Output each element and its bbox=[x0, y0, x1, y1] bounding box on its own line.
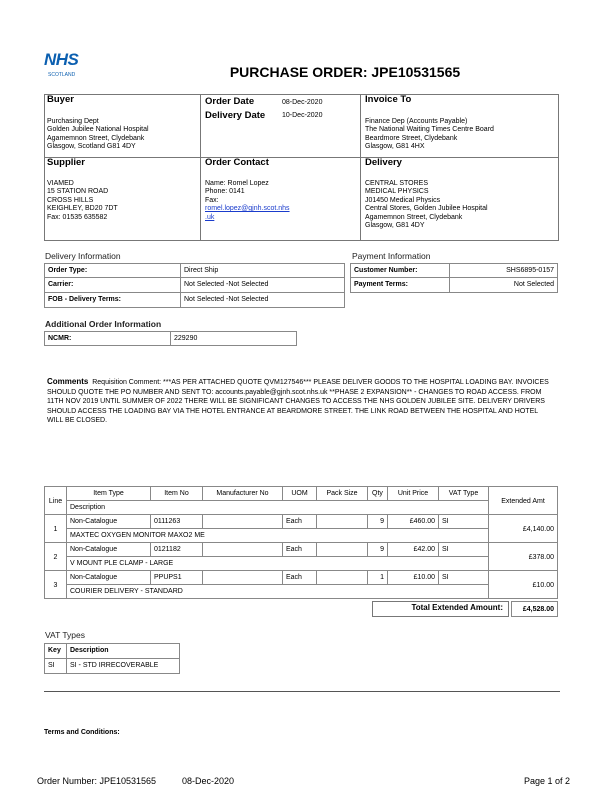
cell-item-type: Non-Catalogue bbox=[66, 514, 151, 529]
customer-number-label: Customer Number: bbox=[350, 263, 450, 278]
payment-terms-label: Payment Terms: bbox=[350, 277, 450, 293]
total-value: £4,528.00 bbox=[511, 601, 558, 617]
cell-vat: SI bbox=[438, 514, 489, 529]
cell-vat: SI bbox=[438, 570, 489, 585]
col-vat-type: VAT Type bbox=[438, 486, 489, 501]
col-unit-price: Unit Price bbox=[387, 486, 439, 501]
invoice-address: Finance Dep (Accounts Payable) The Nation… bbox=[365, 118, 494, 151]
col-extended: Extended Amt bbox=[488, 486, 558, 515]
cell-item-type: Non-Catalogue bbox=[66, 570, 151, 585]
footer-order-number: Order Number: JPE10531565 bbox=[37, 776, 157, 786]
delivery-address: CENTRAL STORES MEDICAL PHYSICS J01450 Medi… bbox=[365, 180, 488, 230]
terms-label: Terms and Conditions: bbox=[44, 729, 120, 736]
payment-terms-value: Not Selected bbox=[449, 277, 558, 293]
cell-line: 1 bbox=[44, 514, 67, 543]
cell-unit-price: £460.00 bbox=[387, 514, 439, 529]
cell-item-no: PPUPS1 bbox=[150, 570, 203, 585]
cell-line: 2 bbox=[44, 542, 67, 571]
cell-item-type: Non-Catalogue bbox=[66, 542, 151, 557]
cell-manufacturer bbox=[202, 514, 283, 529]
nhs-logo: NHS SCOTLAND bbox=[44, 50, 79, 78]
customer-number-value: SHS6895-0157 bbox=[449, 263, 558, 278]
col-qty: Qty bbox=[367, 486, 388, 501]
delivery-date-label: Delivery Date bbox=[205, 110, 266, 121]
payment-info-heading: Payment Information bbox=[352, 251, 431, 261]
cell-extended: £378.00 bbox=[488, 542, 558, 571]
cell-manufacturer bbox=[202, 570, 283, 585]
supplier-address: VIAMED 15 STATION ROAD CROSS HILLS KEIGHLEY… bbox=[47, 180, 118, 221]
buyer-heading: Buyer bbox=[47, 94, 74, 105]
col-pack-size: Pack Size bbox=[316, 486, 368, 501]
cell-qty: 9 bbox=[367, 542, 388, 557]
cell-pack bbox=[316, 570, 368, 585]
cell-qty: 9 bbox=[367, 514, 388, 529]
col-line: Line bbox=[44, 486, 67, 515]
cell-line: 3 bbox=[44, 570, 67, 599]
cell-pack bbox=[316, 542, 368, 557]
vat-types-heading: VAT Types bbox=[45, 630, 86, 640]
order-contact-details: Name: Romel Lopez Phone: 0141 Fax: romel.l… bbox=[205, 180, 290, 221]
col-manufacturer: Manufacturer No bbox=[202, 486, 283, 501]
order-date-value: 08-Dec-2020 bbox=[282, 99, 323, 106]
page-title: PURCHASE ORDER: JPE10531565 bbox=[229, 64, 461, 80]
cell-description: V MOUNT PLE CLAMP - LARGE bbox=[66, 556, 489, 571]
buyer-address: Purchasing Dept Golden Jubilee National H… bbox=[47, 118, 149, 151]
cell-qty: 1 bbox=[367, 570, 388, 585]
cell-description: COURIER DELIVERY - STANDARD bbox=[66, 584, 489, 599]
cell-item-no: 0121182 bbox=[150, 542, 203, 557]
carrier-value: Not Selected -Not Selected bbox=[180, 277, 345, 293]
col-item-no: Item No bbox=[150, 486, 203, 501]
carrier-label: Carrier: bbox=[44, 277, 181, 293]
col-description: Description bbox=[66, 500, 489, 515]
cell-item-no: 0111263 bbox=[150, 514, 203, 529]
cell-description: MAXTEC OXYGEN MONITOR MAXO2 ME bbox=[66, 528, 489, 543]
vat-key: SI bbox=[44, 658, 67, 674]
delivery-heading: Delivery bbox=[365, 157, 402, 168]
order-date-label: Order Date bbox=[205, 96, 255, 107]
contact-email-link[interactable]: romel.lopez@gjnh.scot.nhs bbox=[205, 205, 290, 213]
divider bbox=[44, 691, 560, 692]
cell-manufacturer bbox=[202, 542, 283, 557]
col-uom: UOM bbox=[282, 486, 317, 501]
cell-extended: £10.00 bbox=[488, 570, 558, 599]
order-type-value: Direct Ship bbox=[180, 263, 345, 278]
supplier-heading: Supplier bbox=[47, 157, 86, 168]
col-item-type: Item Type bbox=[66, 486, 151, 501]
cell-unit-price: £42.00 bbox=[387, 542, 439, 557]
fob-label: FOB - Delivery Terms: bbox=[44, 292, 181, 308]
contact-email-link-cont[interactable]: .uk bbox=[205, 213, 215, 221]
vat-key-header: Key bbox=[44, 643, 67, 659]
cell-extended: £4,140.00 bbox=[488, 514, 558, 543]
footer-date: 08-Dec-2020 bbox=[182, 776, 235, 786]
additional-info-heading: Additional Order Information bbox=[45, 319, 162, 329]
total-box bbox=[372, 601, 509, 617]
invoice-heading: Invoice To bbox=[365, 94, 412, 105]
vat-desc: SI - STD IRRECOVERABLE bbox=[66, 658, 180, 674]
delivery-info-heading: Delivery Information bbox=[45, 251, 121, 261]
ncmr-value: 229290 bbox=[170, 331, 297, 346]
cell-vat: SI bbox=[438, 542, 489, 557]
fob-value: Not Selected -Not Selected bbox=[180, 292, 345, 308]
cell-unit-price: £10.00 bbox=[387, 570, 439, 585]
footer-page: Page 1 of 2 bbox=[524, 776, 571, 786]
comments: Comments Requisition Comment: ***AS PER … bbox=[47, 377, 549, 424]
address-grid bbox=[44, 94, 559, 241]
ncmr-label: NCMR: bbox=[44, 331, 171, 346]
vat-desc-header: Description bbox=[66, 643, 180, 659]
order-contact-heading: Order Contact bbox=[205, 157, 269, 168]
delivery-date-value: 10-Dec-2020 bbox=[282, 112, 323, 119]
cell-pack bbox=[316, 514, 368, 529]
cell-uom: Each bbox=[282, 542, 317, 557]
cell-uom: Each bbox=[282, 514, 317, 529]
order-type-label: Order Type: bbox=[44, 263, 181, 278]
cell-uom: Each bbox=[282, 570, 317, 585]
total-label: Total Extended Amount: bbox=[411, 603, 503, 612]
